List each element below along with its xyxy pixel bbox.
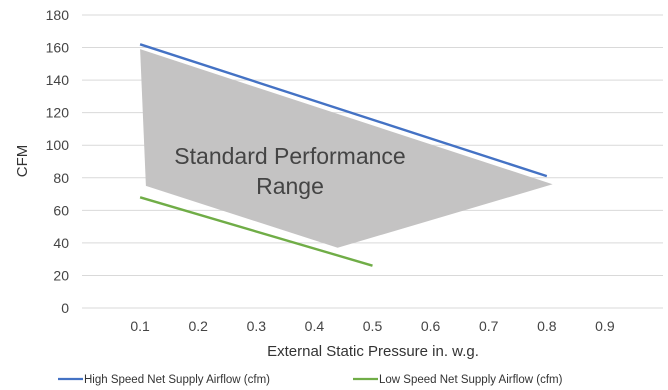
x-tick-label: 0.6 — [421, 318, 441, 334]
series-line-low-speed — [139, 196, 373, 267]
series-lines — [139, 43, 548, 267]
x-tick-label: 0.3 — [247, 318, 267, 334]
legend-label-low-speed: Low Speed Net Supply Airflow (cfm) — [379, 374, 563, 386]
x-tick-label: 0.1 — [130, 318, 150, 334]
y-tick-label: 160 — [46, 40, 70, 56]
y-axis-title: CFM — [14, 145, 31, 178]
x-tick-label: 0.8 — [537, 318, 557, 334]
y-tick-label: 0 — [61, 300, 69, 316]
range-label-line-2: Range — [256, 173, 324, 199]
y-tick-label: 140 — [46, 72, 70, 88]
x-tick-label: 0.7 — [479, 318, 499, 334]
x-tick-label: 0.2 — [188, 318, 208, 334]
y-axis-ticks: 0 20 40 60 80 100 120 140 160 180 — [46, 7, 70, 316]
x-tick-label: 0.9 — [595, 318, 615, 334]
performance-range-region — [140, 49, 553, 248]
range-label-line-1: Standard Performance — [174, 143, 405, 169]
x-axis-title: External Static Pressure in. w.g. — [267, 343, 479, 360]
legend-label-high-speed: High Speed Net Supply Airflow (cfm) — [84, 374, 270, 386]
x-axis-ticks: 0.1 0.2 0.3 0.4 0.5 0.6 0.7 0.8 0.9 — [130, 318, 614, 334]
y-tick-label: 20 — [53, 267, 69, 283]
y-tick-label: 40 — [53, 235, 69, 251]
series-line-high-speed — [139, 43, 548, 178]
y-tick-label: 180 — [46, 7, 70, 23]
x-tick-label: 0.4 — [305, 318, 325, 334]
standard-performance-range-shape — [140, 49, 553, 248]
y-tick-label: 120 — [46, 105, 70, 121]
y-tick-label: 60 — [53, 202, 69, 218]
y-tick-label: 80 — [53, 170, 69, 186]
y-tick-label: 100 — [46, 137, 70, 153]
legend: High Speed Net Supply Airflow (cfm) Low … — [58, 374, 563, 386]
x-tick-label: 0.5 — [363, 318, 383, 334]
